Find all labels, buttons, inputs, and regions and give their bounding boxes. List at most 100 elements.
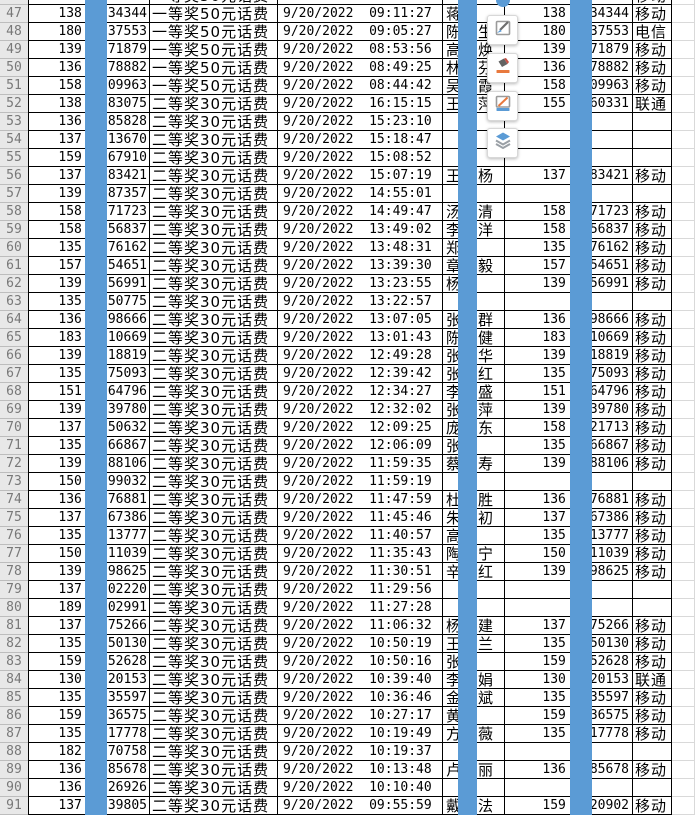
phone-right-cell[interactable]: 135 50130	[505, 635, 633, 653]
datetime-cell[interactable]: 9/20/2022 13:39:30	[278, 257, 443, 275]
datetime-cell[interactable]: 9/20/2022 14:49:47	[278, 203, 443, 221]
carrier-cell[interactable]	[633, 131, 672, 149]
carrier-cell[interactable]: 移动	[633, 59, 672, 77]
carrier-cell[interactable]: 电信	[633, 23, 672, 41]
prize-cell[interactable]: 一等奖50元话费	[150, 77, 278, 95]
phone-right-cell[interactable]	[505, 293, 633, 311]
carrier-cell[interactable]	[633, 581, 672, 599]
border-color-button[interactable]	[487, 91, 518, 121]
prize-cell[interactable]: 二等奖30元话费	[150, 761, 278, 779]
datetime-cell[interactable]: 9/20/2022 10:50:16	[278, 653, 443, 671]
carrier-cell[interactable]	[633, 743, 672, 761]
datetime-cell[interactable]: 9/20/2022 11:59:35	[278, 455, 443, 473]
phone-left-cell[interactable]: 135 17778	[28, 725, 150, 743]
prize-cell[interactable]: 二等奖30元话费	[150, 149, 278, 167]
prize-cell[interactable]: 二等奖30元话费	[150, 311, 278, 329]
phone-right-cell[interactable]: 130 20153	[505, 671, 633, 689]
prize-cell[interactable]: 二等奖30元话费	[150, 707, 278, 725]
row-header-cell[interactable]: 80	[0, 599, 28, 617]
phone-right-cell[interactable]: 137 67386	[505, 509, 633, 527]
phone-right-cell[interactable]: 139 88106	[505, 455, 633, 473]
prize-cell[interactable]: 二等奖30元话费	[150, 293, 278, 311]
carrier-cell[interactable]: 移动	[633, 365, 672, 383]
prize-cell[interactable]: 二等奖30元话费	[150, 779, 278, 797]
datetime-cell[interactable]: 9/20/2022 15:23:10	[278, 113, 443, 131]
prize-cell[interactable]: 二等奖30元话费	[150, 113, 278, 131]
spare-cell[interactable]	[672, 437, 695, 455]
spare-cell[interactable]	[672, 113, 695, 131]
row-header-cell[interactable]: 62	[0, 275, 28, 293]
carrier-cell[interactable]: 移动	[633, 203, 672, 221]
carrier-cell[interactable]: 移动	[633, 545, 672, 563]
phone-right-cell[interactable]	[505, 581, 633, 599]
name-cell[interactable]: 朱初	[443, 509, 505, 527]
prize-cell[interactable]: 二等奖30元话费	[150, 545, 278, 563]
spare-cell[interactable]	[672, 401, 695, 419]
row-header-cell[interactable]	[0, 0, 28, 5]
row-header-cell[interactable]: 81	[0, 617, 28, 635]
spare-cell[interactable]	[672, 311, 695, 329]
phone-left-cell[interactable]: 136 26926	[28, 779, 150, 797]
row-header-cell[interactable]: 86	[0, 707, 28, 725]
carrier-cell[interactable]: 移动	[633, 725, 672, 743]
prize-cell[interactable]: 二等奖30元话费	[150, 185, 278, 203]
prize-cell[interactable]: 一等奖50元话费	[150, 0, 278, 5]
carrier-cell[interactable]: 移动	[633, 635, 672, 653]
row-header-cell[interactable]: 68	[0, 383, 28, 401]
row-header-cell[interactable]: 76	[0, 527, 28, 545]
phone-right-cell[interactable]	[505, 113, 633, 131]
phone-right-cell[interactable]: 135 76162	[505, 239, 633, 257]
spare-cell[interactable]	[672, 167, 695, 185]
spare-cell[interactable]	[672, 743, 695, 761]
row-header-cell[interactable]: 53	[0, 113, 28, 131]
phone-right-cell[interactable]	[505, 473, 633, 491]
pen-tool-button[interactable]	[487, 15, 518, 45]
datetime-cell[interactable]: 9/20/2022 11:29:56	[278, 581, 443, 599]
carrier-cell[interactable]: 移动	[633, 0, 672, 5]
datetime-cell[interactable]: 9/20/2022 09:11:27	[278, 5, 443, 23]
row-header-cell[interactable]: 66	[0, 347, 28, 365]
prize-cell[interactable]: 二等奖30元话费	[150, 257, 278, 275]
spare-cell[interactable]	[672, 149, 695, 167]
datetime-cell[interactable]: 9/20/2022 09:05:27	[278, 23, 443, 41]
phone-right-cell[interactable]: 137 75266	[505, 617, 633, 635]
row-header-cell[interactable]: 51	[0, 77, 28, 95]
phone-right-cell[interactable]: 157 54651	[505, 257, 633, 275]
name-cell[interactable]: 高焕	[443, 41, 505, 59]
phone-right-cell[interactable]	[505, 131, 633, 149]
phone-right-cell[interactable]	[505, 149, 633, 167]
spare-cell[interactable]	[672, 257, 695, 275]
prize-cell[interactable]: 二等奖30元话费	[150, 419, 278, 437]
carrier-cell[interactable]: 移动	[633, 653, 672, 671]
row-header-cell[interactable]: 64	[0, 311, 28, 329]
carrier-cell[interactable]: 移动	[633, 311, 672, 329]
row-header-cell[interactable]: 60	[0, 239, 28, 257]
carrier-cell[interactable]: 移动	[633, 347, 672, 365]
carrier-cell[interactable]: 移动	[633, 689, 672, 707]
phone-left-cell[interactable]: 136 85828	[28, 113, 150, 131]
phone-right-cell[interactable]: 180 37553	[505, 23, 633, 41]
carrier-cell[interactable]: 移动	[633, 239, 672, 257]
datetime-cell[interactable]: 9/20/2022 11:27:28	[278, 599, 443, 617]
carrier-cell[interactable]: 联通	[633, 95, 672, 113]
datetime-cell[interactable]: 9/20/2022 10:10:40	[278, 779, 443, 797]
carrier-cell[interactable]: 移动	[633, 419, 672, 437]
spare-cell[interactable]	[672, 509, 695, 527]
carrier-cell[interactable]: 移动	[633, 275, 672, 293]
spare-cell[interactable]	[672, 653, 695, 671]
spare-cell[interactable]	[672, 563, 695, 581]
row-header-cell[interactable]: 71	[0, 437, 28, 455]
row-header-cell[interactable]: 87	[0, 725, 28, 743]
spare-cell[interactable]	[672, 77, 695, 95]
datetime-cell[interactable]: 9/20/2022 08:53:56	[278, 41, 443, 59]
row-header-cell[interactable]: 52	[0, 95, 28, 113]
carrier-cell[interactable]	[633, 185, 672, 203]
row-header-cell[interactable]: 65	[0, 329, 28, 347]
row-header-cell[interactable]: 57	[0, 185, 28, 203]
spare-cell[interactable]	[672, 617, 695, 635]
phone-right-cell[interactable]: 150 11039	[505, 545, 633, 563]
phone-right-cell[interactable]	[505, 0, 633, 5]
row-header-cell[interactable]: 67	[0, 365, 28, 383]
row-header-cell[interactable]: 59	[0, 221, 28, 239]
row-header-cell[interactable]: 50	[0, 59, 28, 77]
